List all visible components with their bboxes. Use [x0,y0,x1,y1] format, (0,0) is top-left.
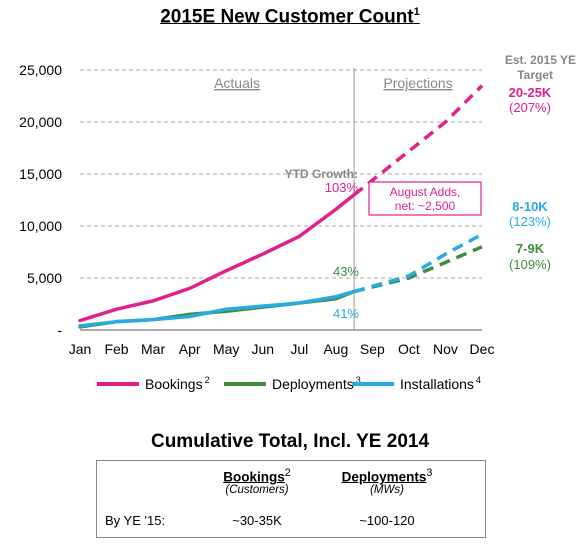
bookings-value: ~30-35K [232,513,282,528]
target-header-line1: Est. 2015 YE [505,53,576,67]
x-tick-label: Feb [104,341,128,357]
deployments-header: Deployments [341,469,427,485]
y-tick-label: 10,000 [19,218,62,234]
august-adds-label: August Adds, [390,185,461,199]
deployments-ytd-label: 43% [333,264,359,279]
ytd-growth-label: YTD Growth: [285,167,358,181]
x-tick-label: Dec [470,341,495,357]
installations-actual-line [78,289,356,328]
installations-target: 8-10K [512,199,548,214]
chart-title-text: 2015E New Customer Count [160,6,414,28]
bookings-target-pct: (207%) [509,100,551,115]
bookings-projected-line [353,84,484,197]
legend-label-deployments: Deployments 3 [272,375,361,392]
deployments-value: ~100-120 [359,513,415,528]
x-tick-label: Sep [360,341,385,357]
target-header-line2: Target [517,68,553,82]
installations-ytd-label: 41% [333,306,359,321]
bookings-subheader: (Customers) [225,484,289,497]
x-tick-label: Mar [141,341,165,357]
x-tick-label: Nov [433,341,458,357]
legend-label-installations: Installations 4 [400,375,481,392]
deployments-subheader: (MWs) [370,484,404,497]
bookings-column-header: Bookings2 (Customers) [197,467,317,496]
august-adds-net: net: ~2,500 [395,199,456,213]
x-tick-label: Jun [251,341,274,357]
y-tick-label: - [57,322,62,338]
x-tick-label: Apr [179,341,201,357]
bookings-header: Bookings [223,469,285,485]
august-adds-box [368,181,482,216]
section-label-actuals: Actuals [214,75,260,91]
installations-projected-line [353,232,483,294]
y-tick-label: 25,000 [19,62,62,78]
bookings-ytd-label: 103% [325,180,359,195]
deployments-footnote: 3 [426,467,433,479]
y-tick-label: 5,000 [27,270,62,286]
y-tick-label: 15,000 [19,166,62,182]
chart-title-footnote: 1 [413,6,420,18]
y-tick-label: 20,000 [19,114,62,130]
bookings-footnote: 2 [284,467,291,479]
x-tick-label: Jan [69,341,92,357]
x-tick-label: Aug [323,341,348,357]
row-label: By YE '15: [105,513,166,528]
bookings-actual-line [78,193,356,323]
line-chart: 25,000 20,000 15,000 10,000 5,000 -Jan Feb Mar A… [19,53,576,392]
chart-title: 2015E New Customer Count1 [0,6,580,28]
bookings-target: 20-25K [509,85,552,100]
cumulative-table: Bookings2 (Customers) Deployments3 (MWs)… [96,460,486,538]
x-tick-label: May [213,341,239,357]
installations-target-pct: (123%) [509,214,551,229]
cumulative-title: Cumulative Total, Incl. YE 2014 [150,431,430,452]
x-tick-label: Oct [398,341,420,357]
x-tick-label: Jul [290,341,308,357]
legend-label-bookings: Bookings 2 [145,375,210,392]
deployments-target-pct: (109%) [509,257,551,272]
deployments-target: 7-9K [516,241,545,256]
deployments-column-header: Deployments3 (MWs) [322,467,452,496]
section-label-projections: Projections [383,75,452,91]
